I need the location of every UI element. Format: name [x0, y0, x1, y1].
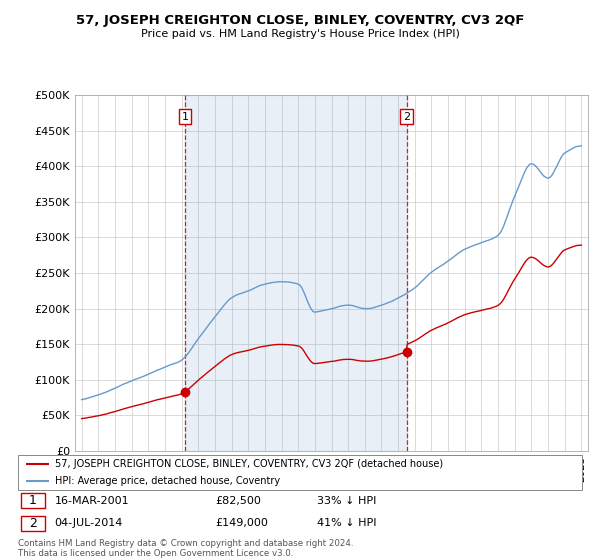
- Text: £82,500: £82,500: [215, 496, 261, 506]
- Text: 41% ↓ HPI: 41% ↓ HPI: [317, 519, 376, 529]
- Text: £149,000: £149,000: [215, 519, 268, 529]
- Text: HPI: Average price, detached house, Coventry: HPI: Average price, detached house, Cove…: [55, 477, 280, 486]
- Text: Contains HM Land Registry data © Crown copyright and database right 2024.
This d: Contains HM Land Registry data © Crown c…: [18, 539, 353, 558]
- FancyBboxPatch shape: [21, 493, 44, 508]
- Text: 2: 2: [29, 517, 37, 530]
- FancyBboxPatch shape: [18, 455, 582, 490]
- Bar: [185, 95, 407, 451]
- FancyBboxPatch shape: [21, 516, 44, 531]
- Text: 1: 1: [29, 494, 37, 507]
- Text: Price paid vs. HM Land Registry's House Price Index (HPI): Price paid vs. HM Land Registry's House …: [140, 29, 460, 39]
- Text: 57, JOSEPH CREIGHTON CLOSE, BINLEY, COVENTRY, CV3 2QF: 57, JOSEPH CREIGHTON CLOSE, BINLEY, COVE…: [76, 14, 524, 27]
- Text: 1: 1: [182, 111, 188, 122]
- Text: 16-MAR-2001: 16-MAR-2001: [55, 496, 129, 506]
- Text: 04-JUL-2014: 04-JUL-2014: [55, 519, 123, 529]
- Text: 57, JOSEPH CREIGHTON CLOSE, BINLEY, COVENTRY, CV3 2QF (detached house): 57, JOSEPH CREIGHTON CLOSE, BINLEY, COVE…: [55, 459, 443, 469]
- Text: 33% ↓ HPI: 33% ↓ HPI: [317, 496, 376, 506]
- Text: 2: 2: [403, 111, 410, 122]
